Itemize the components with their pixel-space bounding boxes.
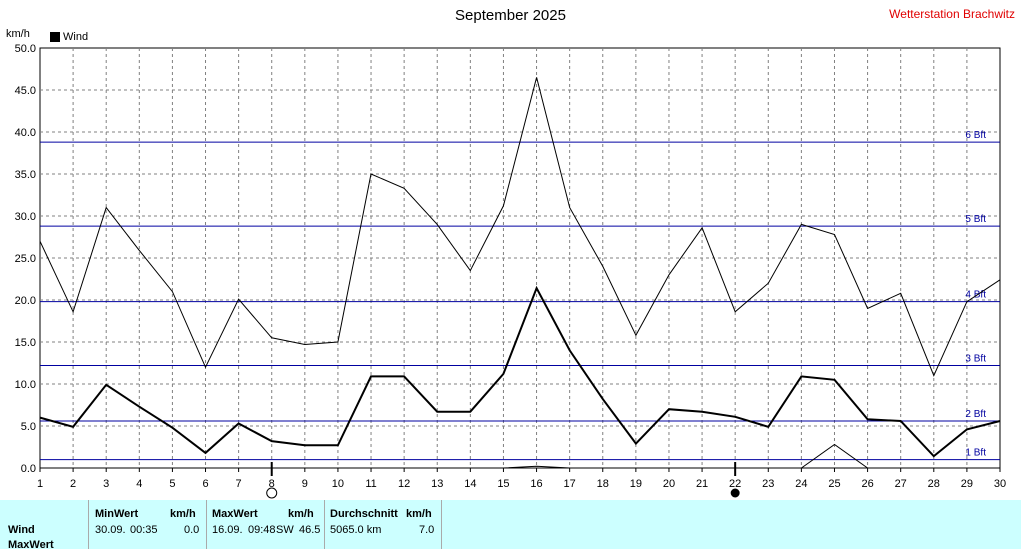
y-tick-label: 40.0 [15,127,36,139]
x-tick-label: 26 [861,478,873,490]
x-tick-label: 14 [464,478,476,490]
avg-value: 7.0 [419,524,435,536]
y-tick-label: 15.0 [15,337,36,349]
avg-distance: 5065.0 km [330,524,382,536]
y-axis-unit: km/h [6,28,30,40]
y-tick-label: 20.0 [15,295,36,307]
x-tick-label: 6 [202,478,208,490]
x-tick-label: 30 [994,478,1006,490]
chart-title: September 2025 [455,7,566,24]
max-direction: SW [276,524,294,536]
beaufort-label: 4 Bft [965,290,986,301]
beaufort-label: 6 Bft [965,130,986,141]
x-tick-label: 8 [269,478,275,490]
y-tick-label: 45.0 [15,85,36,97]
x-tick-label: 28 [928,478,940,490]
min-header: MinWert [95,508,139,520]
x-tick-label: 2 [70,478,76,490]
stats-panel: Wind MaxWert MinWert km/h 30.09. 00:35 0… [0,500,1021,551]
stats-row-label-wind: Wind [8,524,35,536]
beaufort-label: 1 Bft [965,448,986,459]
max-time: 09:48 [248,524,276,536]
x-tick-label: 3 [103,478,109,490]
y-tick-label: 30.0 [15,211,36,223]
x-tick-label: 19 [630,478,642,490]
series-line-2 [39,77,1001,377]
x-tick-label: 27 [895,478,907,490]
series-line-3 [40,443,1000,469]
x-tick-label: 10 [332,478,344,490]
new-moon-icon [730,488,740,498]
stats-row-label-maxwert: MaxWert [8,539,54,551]
x-tick-label: 25 [828,478,840,490]
beaufort-label: 3 Bft [965,354,986,365]
stats-divider [88,500,89,549]
x-tick-label: 12 [398,478,410,490]
stats-divider [441,500,442,549]
stats-divider [206,500,207,549]
y-tick-label: 10.0 [15,379,36,391]
x-tick-label: 4 [136,478,142,490]
y-tick-label: 25.0 [15,253,36,265]
max-unit: km/h [288,508,314,520]
wind-chart: 0.0 5.0 10.0 15.0 20.0 25.0 30.0 35.0 40.0 45.0 50… [15,43,1006,499]
beaufort-label: 5 Bft [965,214,986,225]
x-tick-label: 22 [729,478,741,490]
x-tick-label: 11 [365,478,376,490]
x-tick-label: 13 [431,478,443,490]
y-tick-label: 50.0 [15,43,36,55]
min-unit: km/h [170,508,196,520]
legend: Wind [50,31,88,43]
min-value: 0.0 [184,524,200,536]
full-moon-icon [266,487,278,499]
min-time: 00:35 [130,524,158,536]
legend-swatch [50,32,60,42]
x-tick-label: 18 [597,478,609,490]
max-date: 16.09. [212,524,243,536]
stats-divider [324,500,325,549]
x-tick-label: 20 [663,478,675,490]
max-value: 46.5 [299,524,321,536]
x-tick-label: 23 [762,478,774,490]
y-tick-label: 35.0 [15,169,36,181]
max-header: MaxWert [212,508,258,520]
x-tick-label: 21 [696,478,708,490]
x-tick-label: 16 [530,478,542,490]
avg-header: Durchschnitt [330,508,398,520]
beaufort-label: 2 Bft [965,409,986,420]
x-tick-label: 17 [564,478,576,490]
min-date: 30.09. [95,524,126,536]
x-tick-label: 9 [302,478,308,490]
y-tick-label: 0.0 [21,463,36,475]
x-tick-label: 1 [37,478,43,490]
x-tick-label: 29 [961,478,973,490]
x-tick-label: 15 [497,478,509,490]
avg-unit: km/h [406,508,432,520]
legend-label: Wind [63,31,89,43]
y-tick-label: 5.0 [21,421,36,433]
x-tick-label: 7 [236,478,242,490]
station-name: Wetterstation Brachwitz [889,7,1015,21]
x-tick-label: 24 [795,478,807,490]
x-tick-label: 5 [169,478,175,490]
series-line-1 [39,285,1001,458]
